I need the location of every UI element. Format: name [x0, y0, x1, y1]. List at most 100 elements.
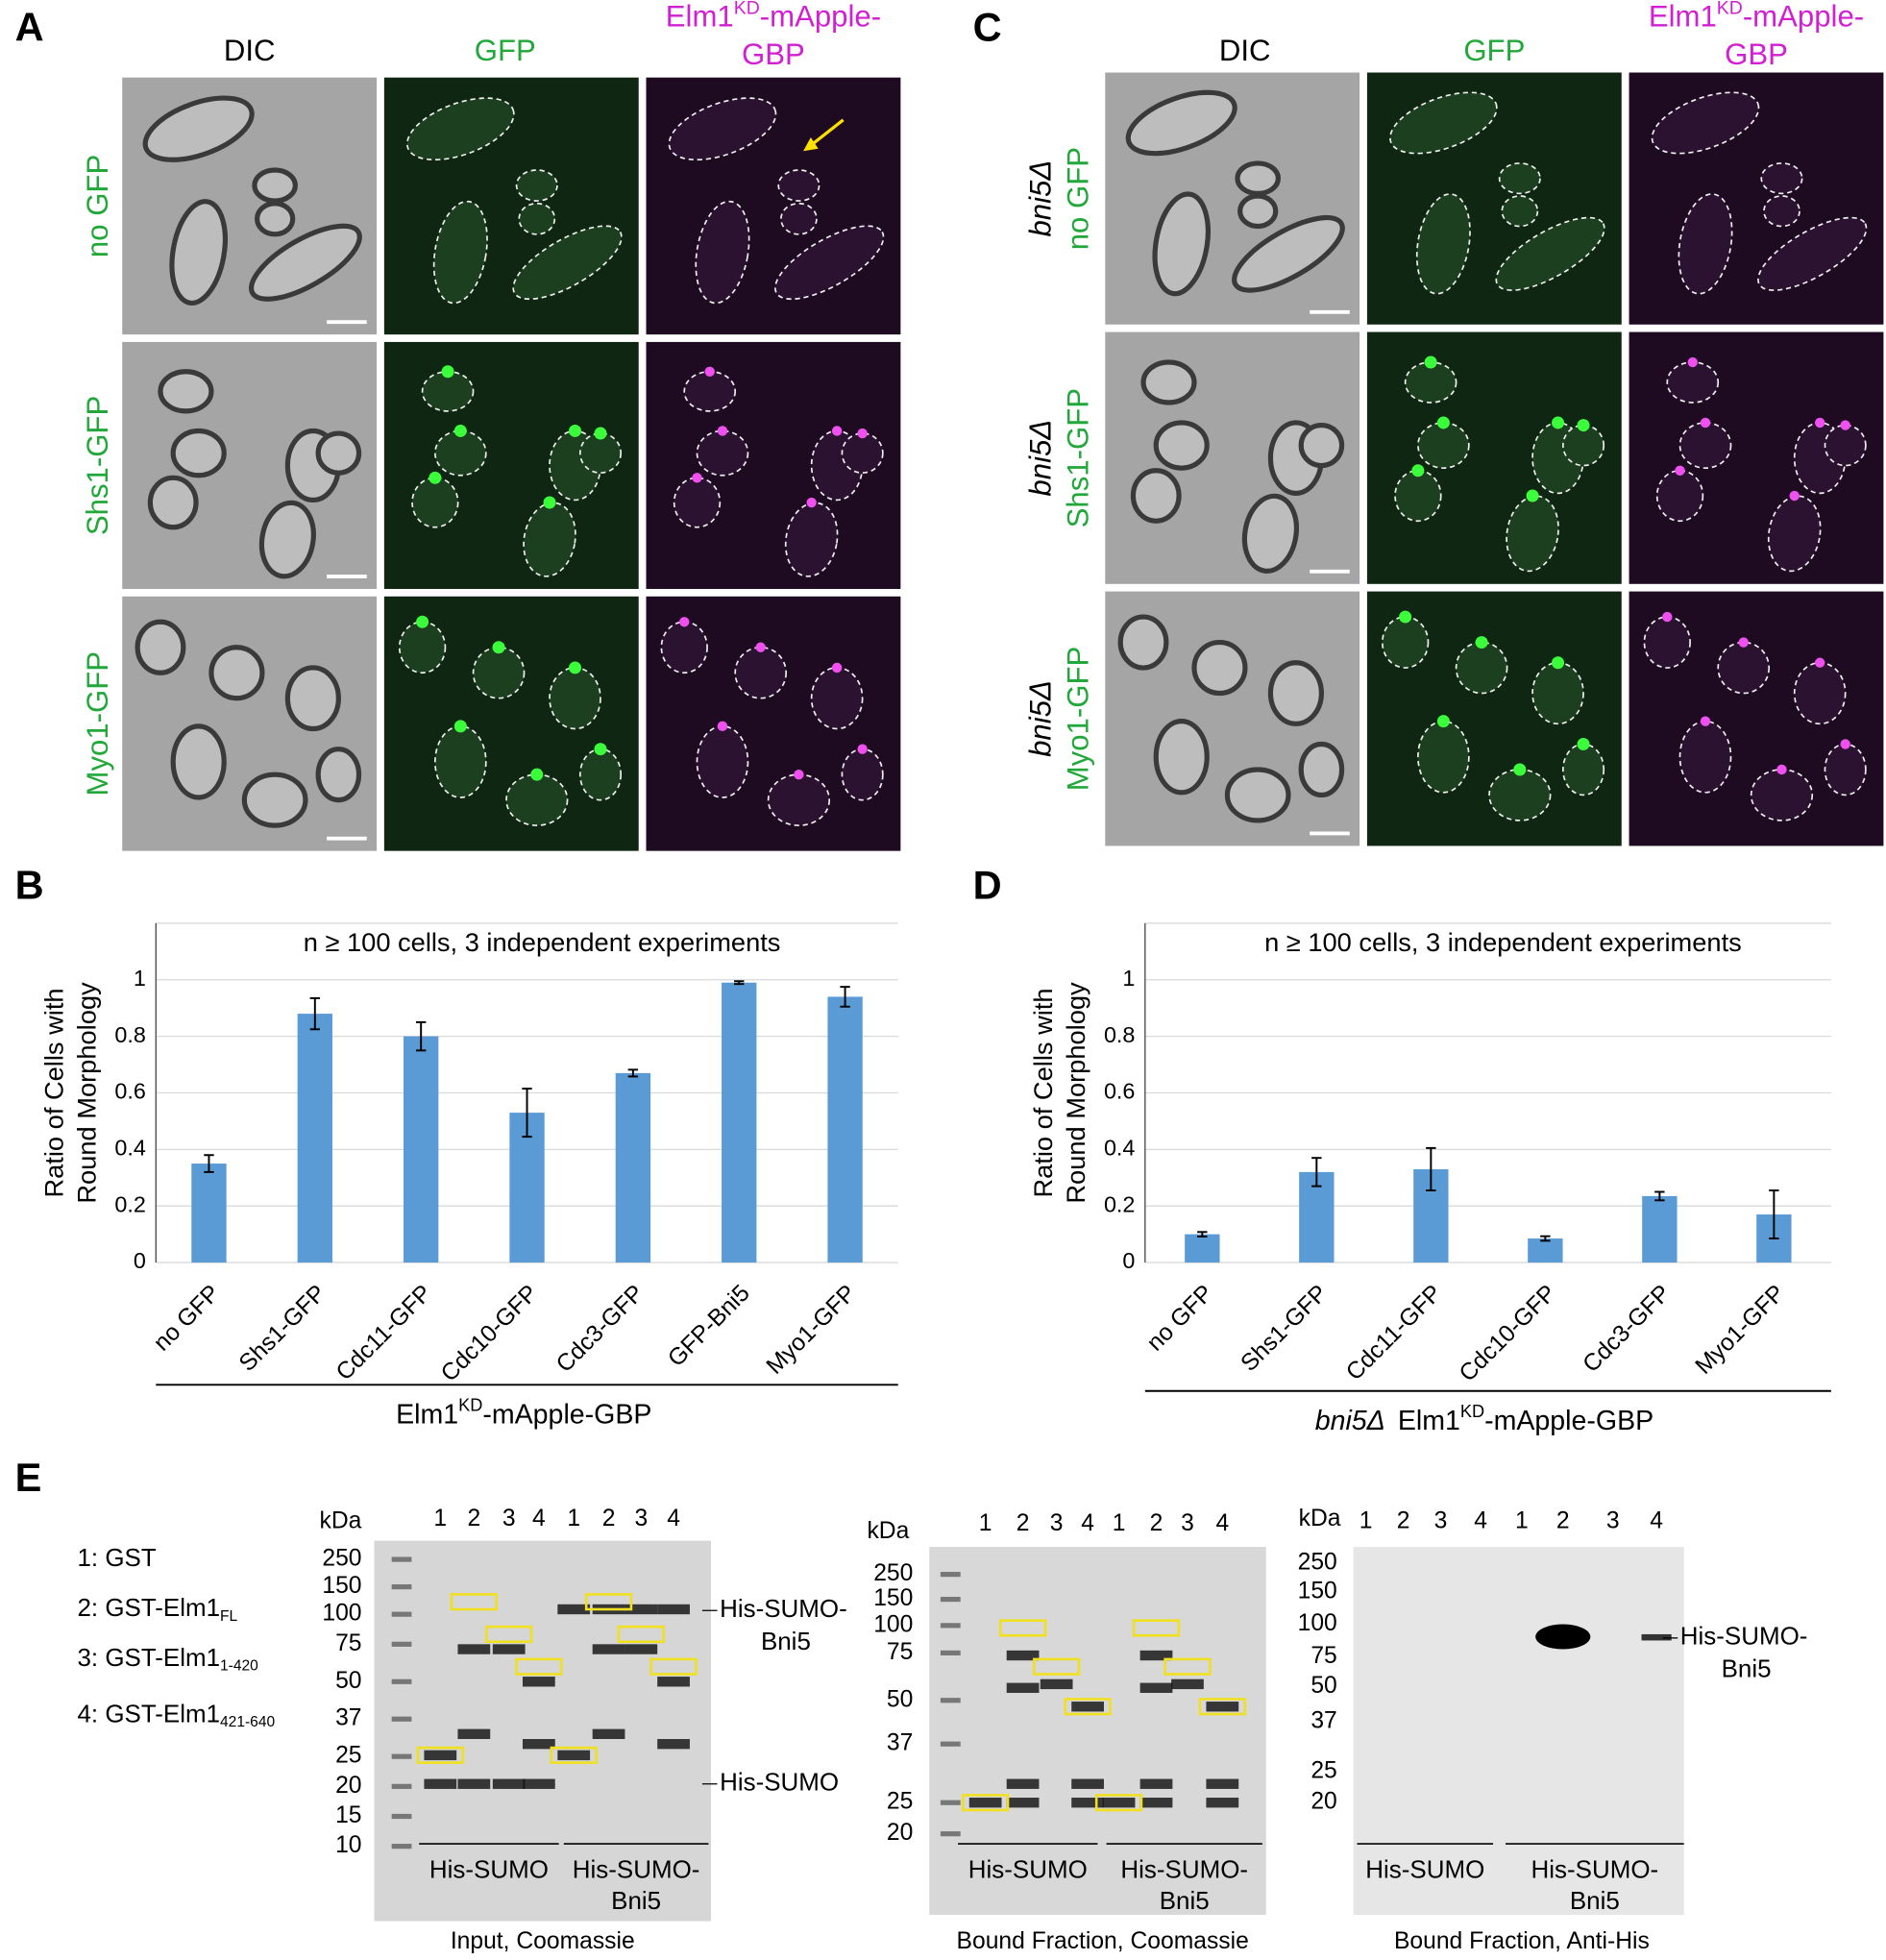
band-label: His-SUMO- — [720, 1594, 847, 1623]
band-label: His-SUMO — [720, 1768, 839, 1797]
x-tick-label: GFP-Bni5 — [663, 1280, 755, 1372]
bar — [722, 982, 757, 1263]
septin-signal — [569, 424, 581, 437]
cell-outline — [515, 169, 558, 202]
cell-outline — [683, 370, 737, 412]
septin-signal — [717, 721, 728, 732]
ladder-band — [940, 1623, 961, 1629]
septin-signal — [594, 743, 607, 756]
band — [1006, 1798, 1040, 1808]
highlight-box — [998, 1619, 1047, 1637]
septin-signal — [1436, 715, 1450, 728]
y-tick-label: 0.2 — [1104, 1191, 1135, 1216]
cell-outline — [810, 667, 864, 730]
cell-outline — [1394, 469, 1442, 523]
unit-label: kDa — [867, 1518, 909, 1544]
cell — [1153, 719, 1210, 796]
bar — [615, 1072, 651, 1263]
legend-sub: FL — [220, 1608, 238, 1625]
cell-outline — [767, 773, 831, 826]
band — [625, 1644, 658, 1654]
cell-outline — [777, 169, 821, 202]
ladder-band — [391, 1844, 412, 1850]
band — [1139, 1650, 1173, 1661]
band — [492, 1644, 526, 1654]
panel-label: C — [973, 4, 1002, 49]
cell-outline — [1506, 495, 1559, 573]
ladder-band — [391, 1584, 412, 1590]
marker-label: 150 — [873, 1585, 913, 1611]
cell-outline — [512, 225, 623, 301]
cell — [315, 430, 362, 476]
cell-outline — [1655, 469, 1704, 523]
cell — [1140, 359, 1197, 405]
septin-signal — [1552, 656, 1565, 670]
cell — [1298, 422, 1345, 469]
ladder-band — [940, 1800, 961, 1805]
septin-signal — [794, 769, 804, 780]
chart-title: n ≥ 100 cells, 3 independent experiments — [1264, 927, 1742, 957]
group-label-part: Elm1 — [396, 1399, 458, 1430]
y-tick-label: 0.8 — [1104, 1022, 1135, 1047]
band — [1006, 1650, 1040, 1661]
x-tick-label: Cdc11-GFP — [1341, 1280, 1447, 1385]
cell-outline — [1717, 641, 1771, 695]
lane-number: 4 — [532, 1506, 546, 1531]
septin-signal — [857, 744, 868, 754]
cell — [1224, 767, 1291, 823]
lane-number: 1 — [979, 1510, 992, 1536]
septin-signal — [492, 641, 505, 654]
band — [1139, 1798, 1173, 1808]
septin-signal — [569, 661, 581, 674]
band — [1139, 1682, 1173, 1693]
lane-number: 4 — [1474, 1508, 1487, 1534]
legend-sub: 421-640 — [220, 1714, 275, 1730]
row-label: Shs1-GFP — [81, 396, 114, 535]
cell — [147, 475, 199, 530]
band — [457, 1644, 491, 1654]
cell — [1153, 420, 1210, 471]
bar — [1299, 1171, 1335, 1263]
ladder-band — [391, 1783, 412, 1789]
row-label: no GFP — [81, 155, 114, 257]
y-tick-label: 0.6 — [114, 1079, 145, 1104]
cell-outline — [433, 429, 487, 477]
group-label: His-SUMO — [1365, 1854, 1484, 1883]
septin-signal — [1662, 611, 1673, 623]
cell-outline — [1767, 495, 1822, 573]
cell — [135, 619, 186, 675]
group-label-part: -mApple-GBP — [482, 1399, 651, 1430]
band — [522, 1778, 555, 1789]
highlight-box — [1132, 1619, 1181, 1637]
legend-item: 4: GST-Elm1421-640 — [77, 1699, 275, 1730]
cell-outline — [518, 202, 556, 235]
highlight-box — [1198, 1698, 1246, 1716]
cell-outline — [780, 202, 818, 235]
chart-title: n ≥ 100 cells, 3 independent experiments — [304, 927, 781, 957]
band — [1071, 1798, 1104, 1808]
marker-label: 250 — [322, 1546, 361, 1572]
septin-signal — [831, 426, 843, 436]
x-tick-label: Cdc10-GFP — [436, 1280, 543, 1386]
cell-outline — [734, 646, 788, 699]
ladder-band — [940, 1831, 961, 1837]
marker-label: 20 — [1310, 1789, 1336, 1815]
cell-outline — [472, 646, 526, 699]
cell-outline — [1824, 424, 1867, 467]
x-tick-label: no GFP — [1142, 1280, 1218, 1356]
cell-outline — [660, 621, 708, 674]
marker-label: 100 — [322, 1601, 361, 1627]
cell-outline — [1531, 661, 1584, 725]
marker-label: 250 — [873, 1560, 913, 1586]
cell-outline — [1417, 720, 1470, 794]
bar — [191, 1164, 227, 1263]
septin-signal — [453, 424, 467, 437]
lane-number: 1 — [1113, 1510, 1126, 1536]
cell — [169, 199, 228, 306]
lane-number: 4 — [1081, 1510, 1094, 1536]
group-label: Bni5 — [611, 1886, 661, 1915]
lane-number: 1 — [433, 1506, 447, 1531]
band — [592, 1728, 625, 1740]
